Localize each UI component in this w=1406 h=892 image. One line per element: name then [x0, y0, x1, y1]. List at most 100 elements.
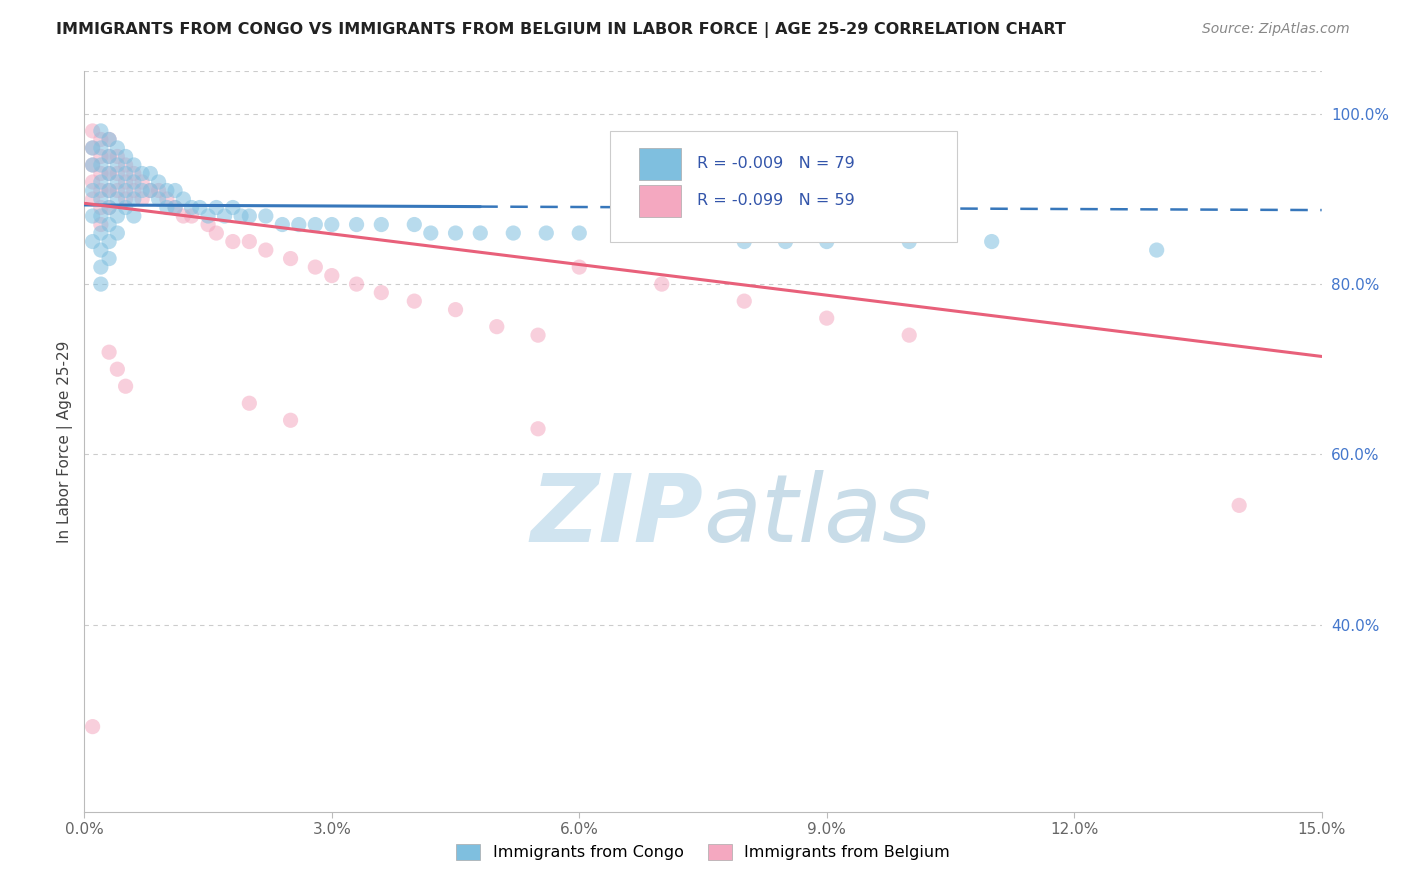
- Point: [114, 175, 136, 189]
- Point: [90, 132, 112, 146]
- Point: [419, 226, 441, 240]
- Point: [98, 184, 121, 198]
- Point: [733, 294, 755, 309]
- Point: [105, 362, 128, 376]
- Point: [775, 235, 797, 249]
- Point: [651, 226, 673, 240]
- Point: [346, 218, 368, 232]
- Point: [98, 201, 121, 215]
- Point: [254, 243, 277, 257]
- Point: [370, 285, 392, 300]
- Point: [148, 192, 170, 206]
- Point: [114, 379, 136, 393]
- Point: [139, 184, 162, 198]
- Point: [165, 201, 187, 215]
- Point: [321, 218, 343, 232]
- Point: [165, 184, 187, 198]
- Point: [90, 209, 112, 223]
- Legend: Immigrants from Congo, Immigrants from Belgium: Immigrants from Congo, Immigrants from B…: [450, 838, 956, 867]
- Point: [98, 235, 121, 249]
- Point: [90, 218, 112, 232]
- Point: [898, 328, 921, 343]
- Point: [90, 201, 112, 215]
- Point: [82, 209, 104, 223]
- Y-axis label: In Labor Force | Age 25-29: In Labor Force | Age 25-29: [58, 341, 73, 542]
- Point: [105, 226, 128, 240]
- Point: [156, 201, 179, 215]
- Point: [238, 209, 260, 223]
- Point: [82, 141, 104, 155]
- Point: [98, 166, 121, 180]
- Point: [444, 226, 467, 240]
- Point: [404, 218, 426, 232]
- Point: [288, 218, 311, 232]
- Point: [114, 166, 136, 180]
- Point: [197, 218, 219, 232]
- Point: [82, 192, 104, 206]
- Point: [82, 235, 104, 249]
- Point: [114, 158, 136, 172]
- Point: [898, 235, 921, 249]
- Point: [98, 184, 121, 198]
- Point: [90, 166, 112, 180]
- Point: [105, 192, 128, 206]
- Point: [214, 209, 236, 223]
- Point: [90, 184, 112, 198]
- Point: [82, 175, 104, 189]
- FancyBboxPatch shape: [638, 147, 681, 180]
- Point: [98, 149, 121, 163]
- Point: [114, 149, 136, 163]
- Point: [98, 252, 121, 266]
- FancyBboxPatch shape: [638, 185, 681, 218]
- Point: [105, 158, 128, 172]
- Point: [485, 319, 508, 334]
- Point: [502, 226, 524, 240]
- FancyBboxPatch shape: [610, 130, 956, 242]
- Text: ZIP: ZIP: [530, 469, 703, 562]
- Point: [122, 175, 145, 189]
- Point: [90, 149, 112, 163]
- Point: [651, 277, 673, 292]
- Point: [148, 184, 170, 198]
- Point: [280, 252, 302, 266]
- Point: [98, 132, 121, 146]
- Point: [254, 209, 277, 223]
- Point: [90, 226, 112, 240]
- Point: [114, 184, 136, 198]
- Point: [90, 175, 112, 189]
- Point: [304, 260, 326, 274]
- Point: [156, 184, 179, 198]
- Point: [90, 124, 112, 138]
- Point: [131, 184, 153, 198]
- Point: [90, 192, 112, 206]
- Point: [527, 328, 550, 343]
- Point: [692, 226, 714, 240]
- Point: [527, 422, 550, 436]
- Point: [444, 302, 467, 317]
- Point: [271, 218, 294, 232]
- Text: Source: ZipAtlas.com: Source: ZipAtlas.com: [1202, 22, 1350, 37]
- Point: [536, 226, 558, 240]
- Point: [1146, 243, 1168, 257]
- Point: [122, 209, 145, 223]
- Point: [238, 396, 260, 410]
- Point: [205, 226, 228, 240]
- Point: [188, 201, 211, 215]
- Point: [980, 235, 1002, 249]
- Point: [139, 166, 162, 180]
- Point: [304, 218, 326, 232]
- Point: [90, 141, 112, 155]
- Point: [105, 149, 128, 163]
- Point: [172, 209, 194, 223]
- Point: [105, 209, 128, 223]
- Point: [156, 192, 179, 206]
- Point: [82, 184, 104, 198]
- Point: [815, 235, 838, 249]
- Point: [98, 132, 121, 146]
- Text: atlas: atlas: [703, 470, 931, 561]
- Text: IMMIGRANTS FROM CONGO VS IMMIGRANTS FROM BELGIUM IN LABOR FORCE | AGE 25-29 CORR: IMMIGRANTS FROM CONGO VS IMMIGRANTS FROM…: [56, 22, 1066, 38]
- Point: [122, 166, 145, 180]
- Point: [122, 184, 145, 198]
- Point: [105, 175, 128, 189]
- Point: [98, 218, 121, 232]
